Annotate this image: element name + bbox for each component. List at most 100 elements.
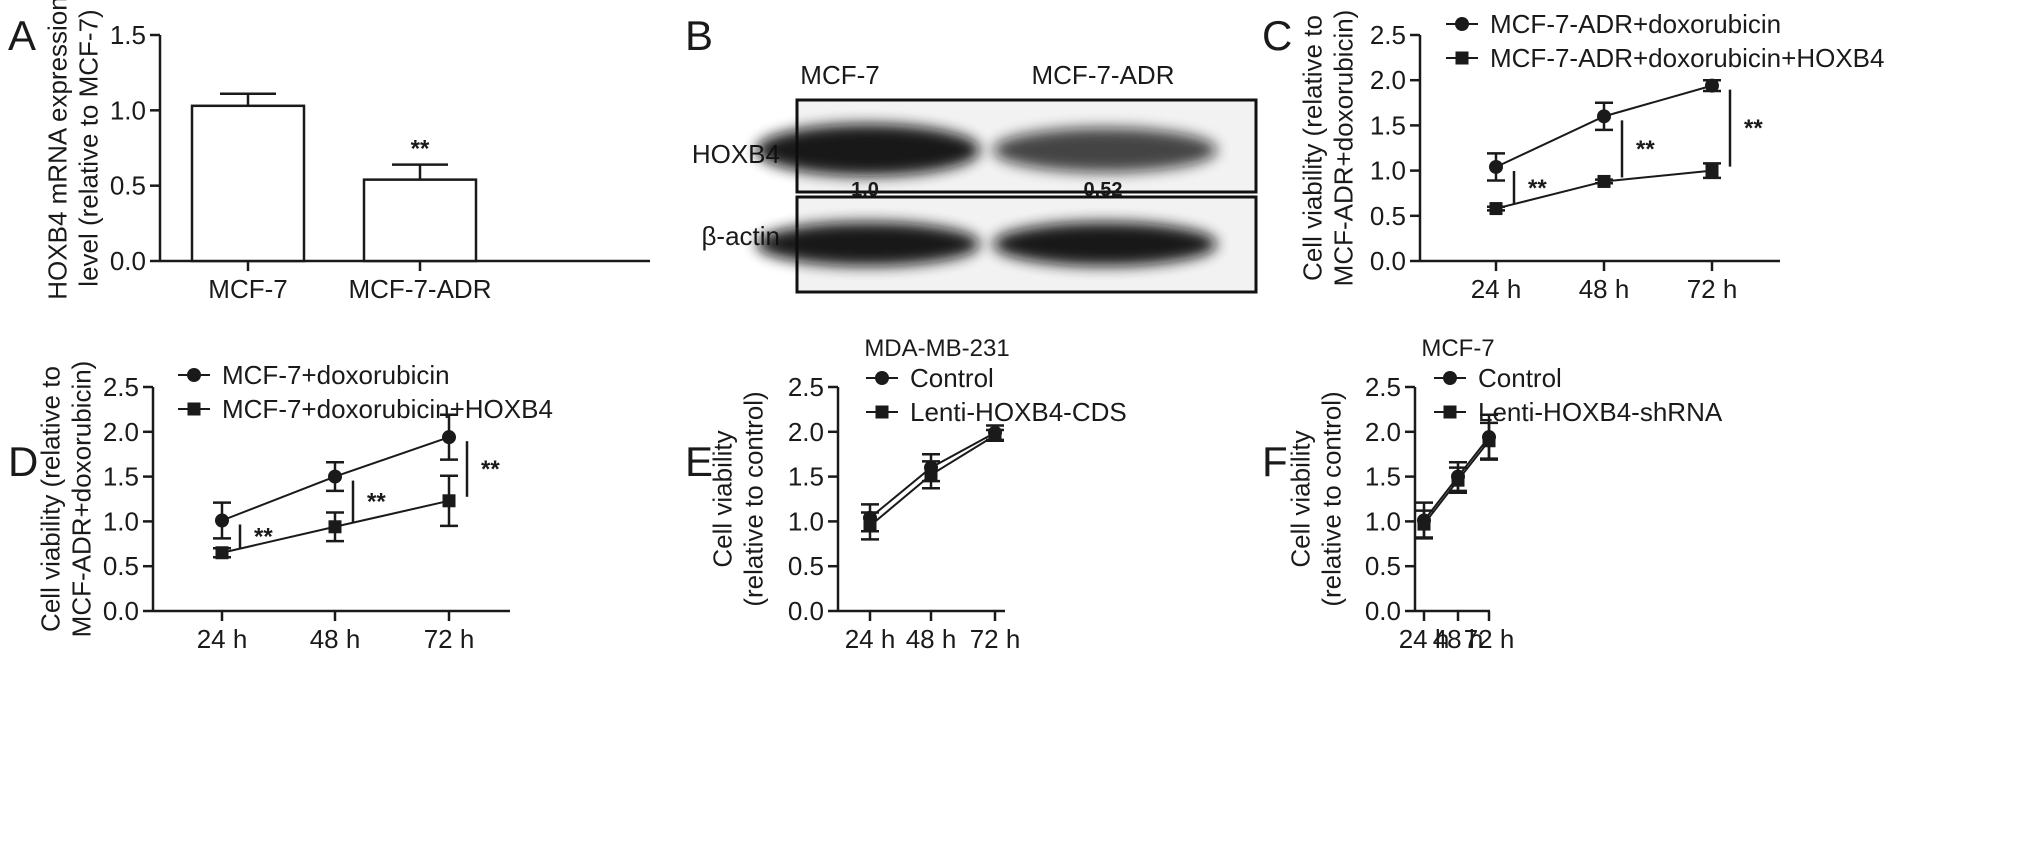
panel-letter-a: A	[8, 12, 36, 59]
data-point-square	[924, 468, 938, 482]
y-tick-label: 1.5	[103, 462, 139, 492]
data-point-square	[1489, 202, 1503, 216]
chart-a-bar: 0.0 0.5 1.0 1.5 HOXB4 mRNA expression level (…	[43, 0, 650, 304]
wb-ratio-mcf7-adr: 0.52	[1084, 179, 1123, 201]
x-tick-label: 72 h	[1464, 624, 1515, 654]
wb-ratio-mcf7: 1.0	[851, 179, 879, 201]
y-tick-label: 2.5	[788, 372, 824, 402]
wb-band-beta-actin-mcf7-adr	[993, 222, 1217, 266]
data-point-square	[1451, 473, 1465, 487]
data-point-square	[187, 402, 201, 416]
x-tick-label: 48 h	[906, 624, 957, 654]
wb-column-mcf7-adr: MCF-7-ADR	[1032, 60, 1175, 90]
wb-band-beta-actin-mcf7	[756, 222, 980, 266]
y-tick-label: 0.0	[103, 596, 139, 626]
data-point-square	[1417, 517, 1431, 531]
y-tick-label: 0.5	[103, 551, 139, 581]
y-tick-label: 0.0	[110, 246, 146, 276]
significance-marker: **	[481, 456, 500, 483]
x-tick-label: 24 h	[845, 624, 896, 654]
data-point-square	[215, 546, 229, 560]
x-tick-label: 24 h	[197, 624, 248, 654]
panel-letter-f: F	[1262, 438, 1288, 485]
x-tick-label: 72 h	[970, 624, 1021, 654]
data-point-square	[863, 519, 877, 533]
y-axis-label: Cell viability (relative to	[1298, 15, 1328, 281]
data-point-square	[1705, 164, 1719, 178]
panel-letter-d: D	[8, 438, 38, 485]
y-axis-label: MCF-ADR+doxorubicin)	[67, 361, 97, 638]
y-tick-label: 2.5	[1365, 372, 1401, 402]
y-axis-label: HOXB4 mRNA expression	[43, 0, 73, 300]
significance-marker: **	[1744, 115, 1763, 142]
significance-marker: **	[1636, 136, 1655, 163]
x-tick-label: 24 h	[1471, 274, 1522, 304]
legend-label: MCF-7+doxorubicin+HOXB4	[222, 394, 553, 424]
data-point-square	[328, 520, 342, 534]
data-point-circle	[1705, 78, 1719, 93]
data-point-square	[442, 494, 456, 508]
legend-label: Control	[910, 363, 994, 393]
legend-label: Control	[1478, 363, 1562, 393]
y-tick-label: 2.5	[1370, 20, 1406, 50]
y-tick-label: 0.5	[1365, 551, 1401, 581]
chart-c-line: 0.0 0.5 1.0 1.5 2.0 2.5 Cell viability (relati…	[1298, 9, 1885, 304]
x-tick-label: 48 h	[1579, 274, 1630, 304]
y-axis-label: Cell viability (relative to	[36, 366, 66, 632]
legend-label: MCF-7+doxorubicin	[222, 360, 450, 390]
y-tick-label: 2.0	[103, 417, 139, 447]
chart-title: MCF-7	[1421, 335, 1494, 362]
x-tick-label: MCF-7-ADR	[349, 274, 492, 304]
data-point-square	[1455, 51, 1469, 65]
y-tick-label: 0.0	[788, 596, 824, 626]
x-tick-label: MCF-7	[208, 274, 287, 304]
chart-f-line: 0.0 0.5 1.0 1.5 2.0 2.5 Cell viability (relativ…	[1286, 335, 1723, 654]
y-axis-label: MCF-ADR+doxorubicin)	[1329, 10, 1359, 287]
y-tick-label: 1.0	[103, 506, 139, 536]
legend-label: Lenti-HOXB4-shRNA	[1478, 397, 1723, 427]
y-axis-label: Cell viability	[708, 430, 738, 567]
data-point-circle	[875, 371, 889, 385]
y-tick-label: 2.5	[103, 372, 139, 402]
bar	[362, 178, 478, 263]
y-tick-label: 2.0	[1370, 65, 1406, 95]
wb-column-mcf7: MCF-7	[800, 60, 879, 90]
legend-label: MCF-7-ADR+doxorubicin+HOXB4	[1490, 43, 1884, 73]
x-tick-label: 48 h	[310, 624, 361, 654]
x-tick-label: 48 h	[1433, 624, 1484, 654]
y-tick-label: 0.5	[788, 551, 824, 581]
y-axis-label: level (relative to MCF-7)	[74, 9, 104, 286]
wb-band-hoxb4-mcf7	[756, 124, 980, 176]
y-tick-label: 1.5	[1370, 110, 1406, 140]
panel-letter-e: E	[685, 438, 713, 485]
bar	[190, 104, 306, 263]
y-tick-label: 0.5	[1370, 201, 1406, 231]
data-point-square	[1597, 174, 1611, 188]
y-tick-label: 1.5	[1365, 462, 1401, 492]
panel-letter-b: B	[685, 12, 713, 59]
y-tick-label: 2.0	[1365, 417, 1401, 447]
y-tick-label: 0.0	[1370, 246, 1406, 276]
data-point-circle	[215, 513, 229, 528]
y-tick-label: 1.0	[1365, 506, 1401, 536]
data-point-square	[875, 405, 889, 419]
data-point-circle	[328, 469, 342, 484]
data-point-circle	[187, 368, 201, 382]
legend-label: MCF-7-ADR+doxorubicin	[1490, 9, 1781, 39]
y-axis-label: (relative to control)	[1317, 391, 1347, 606]
significance-marker: **	[367, 489, 386, 516]
y-tick-label: 1.0	[1370, 156, 1406, 186]
panel-letter-c: C	[1262, 12, 1292, 59]
x-tick-label: 72 h	[424, 624, 475, 654]
legend-label: Lenti-HOXB4-CDS	[910, 397, 1127, 427]
data-point-circle	[442, 430, 456, 445]
significance-marker: **	[1528, 175, 1547, 202]
y-axis-label: Cell viability	[1286, 430, 1316, 567]
significance-marker: **	[411, 136, 430, 163]
data-point-square	[1482, 434, 1496, 448]
data-point-circle	[1489, 159, 1503, 174]
chart-title: MDA-MB-231	[864, 335, 1009, 362]
data-point-circle	[1443, 371, 1457, 385]
y-axis-label: (relative to control)	[739, 391, 769, 606]
